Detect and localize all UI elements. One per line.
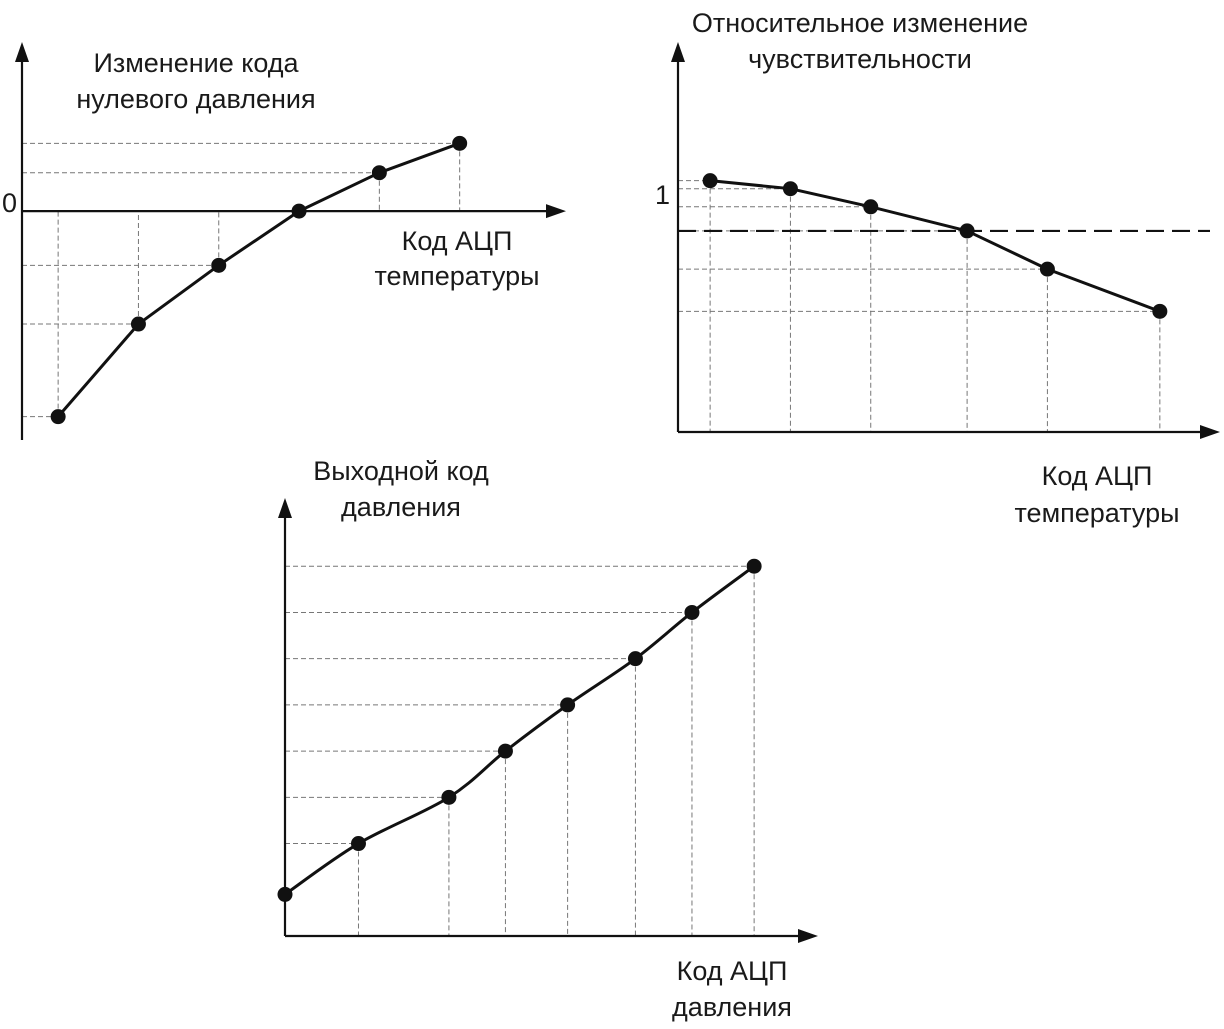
x-axis-label-line-0: Код АЦП — [1042, 461, 1153, 491]
series-line — [57, 141, 461, 418]
x-axis-label-line-1: давления — [672, 992, 792, 1022]
y-tick-label-0: 0 — [2, 188, 17, 218]
sensitivity-change-chart: Относительное изменение чувствительности К… — [655, 8, 1220, 528]
x-axis-arrow — [798, 929, 818, 943]
data-point-3 — [291, 203, 307, 219]
data-point-5 — [627, 651, 643, 667]
data-point-0 — [277, 886, 293, 902]
data-point-1 — [130, 316, 146, 332]
data-point-5 — [1152, 303, 1168, 319]
y-axis-arrow — [278, 498, 292, 518]
output-pressure-code-chart: Выходной код давления Код АЦП давления — [277, 456, 818, 1022]
x-axis-label-line-0: Код АЦП — [402, 226, 513, 256]
data-point-4 — [371, 165, 387, 181]
x-axis-arrow — [1200, 425, 1220, 439]
y-axis-label-line-1: давления — [341, 492, 461, 522]
y-axis-label-line-0: Выходной код — [313, 456, 489, 486]
data-point-0 — [50, 409, 66, 425]
y-axis-label-line-0: Относительное изменение — [692, 8, 1028, 38]
y-axis-label-line-1: нулевого давления — [76, 84, 315, 114]
data-point-3 — [959, 223, 975, 239]
data-point-7 — [746, 558, 762, 574]
x-axis-label-line-1: температуры — [374, 261, 539, 291]
x-axis-label-line-0: Код АЦП — [677, 956, 788, 986]
data-point-0 — [702, 173, 718, 189]
zero-pressure-code-chart: Изменение кода нулевого давления Код АЦП те… — [2, 42, 566, 440]
series-line — [709, 179, 1161, 313]
y-axis-label-line-0: Изменение кода — [93, 48, 299, 78]
data-point-4 — [1039, 261, 1055, 277]
data-point-2 — [863, 199, 879, 215]
data-point-2 — [441, 789, 457, 805]
y-axis-arrow — [15, 42, 29, 62]
data-point-5 — [452, 135, 468, 151]
y-axis-arrow — [671, 42, 685, 62]
data-point-1 — [350, 836, 366, 852]
y-tick-label-0: 1 — [655, 180, 670, 210]
x-axis-label-line-1: температуры — [1014, 498, 1179, 528]
data-point-2 — [211, 257, 227, 273]
x-axis-arrow — [546, 204, 566, 219]
data-point-4 — [560, 697, 576, 713]
data-point-1 — [782, 181, 798, 197]
data-point-3 — [497, 743, 513, 759]
y-axis-label-line-1: чувствительности — [748, 44, 972, 74]
data-point-6 — [684, 604, 700, 620]
